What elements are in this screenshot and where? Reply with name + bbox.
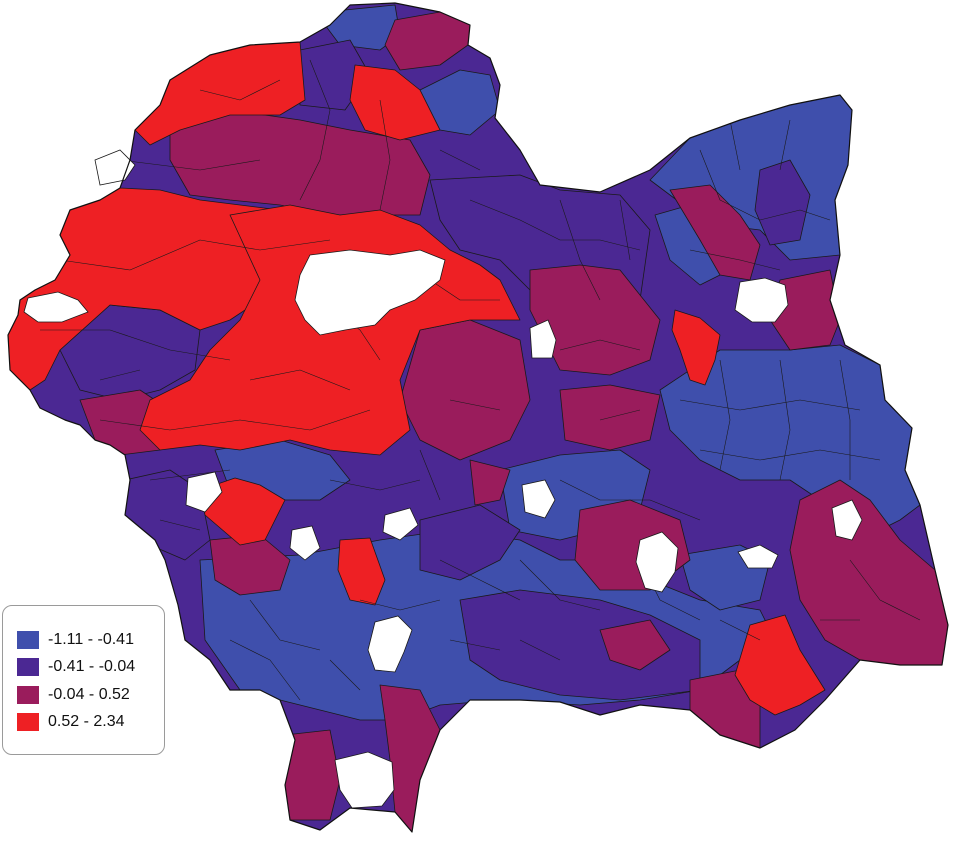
legend-label: 0.52 - 2.34 [48, 713, 125, 731]
legend-item: -0.41 - -0.04 [17, 654, 164, 682]
no-data-sc-a [382, 507, 419, 541]
no-data-areas [23, 149, 863, 809]
no-data-se-city [635, 531, 679, 593]
region-southeast-red [734, 614, 826, 716]
no-data-sw-b [289, 525, 321, 561]
regions [8, 4, 948, 832]
region-north-red [349, 64, 441, 141]
region-south-sw-magenta [284, 729, 341, 821]
legend-swatch [17, 713, 39, 732]
no-data-northwest-edge [94, 149, 136, 186]
region-east-magenta [669, 184, 761, 281]
legend-label: -0.04 - 0.52 [48, 685, 130, 703]
no-data-east-b [737, 544, 779, 569]
no-data-sw-a [185, 471, 223, 513]
legend-item: -1.11 - -0.41 [17, 626, 164, 654]
legend-swatch [17, 630, 39, 649]
region-southwest-red [199, 477, 286, 546]
no-data-east-city [734, 277, 789, 323]
region-south-magenta [379, 684, 441, 832]
no-data-center-city [529, 319, 557, 359]
legend-swatch [17, 658, 39, 677]
legend: -1.11 - -0.41 -0.41 - -0.04 -0.04 - 0.52… [2, 605, 165, 755]
region-south-red [337, 537, 386, 606]
no-data-east-c [831, 499, 863, 541]
legend-label: -0.41 - -0.04 [48, 658, 136, 676]
region-center-south-magenta [399, 319, 531, 461]
no-data-south-tip [334, 751, 395, 809]
legend-item: 0.52 - 2.34 [17, 709, 164, 737]
no-data-sc-b [521, 479, 556, 519]
region-south-purple [419, 504, 521, 581]
no-data-west-a [23, 291, 89, 323]
legend-label: -1.11 - -0.41 [48, 630, 134, 648]
region-east-red [671, 309, 721, 386]
region-ne-purple [754, 159, 811, 246]
no-data-central-city [294, 249, 446, 336]
legend-item: -0.04 - 0.52 [17, 681, 164, 709]
region-c3-magenta [469, 459, 511, 506]
region-north-magenta [169, 109, 431, 216]
region-sm-magenta [599, 619, 671, 671]
no-data-south-city [367, 615, 413, 673]
legend-swatch [17, 685, 39, 704]
district-boundaries [40, 59, 921, 701]
